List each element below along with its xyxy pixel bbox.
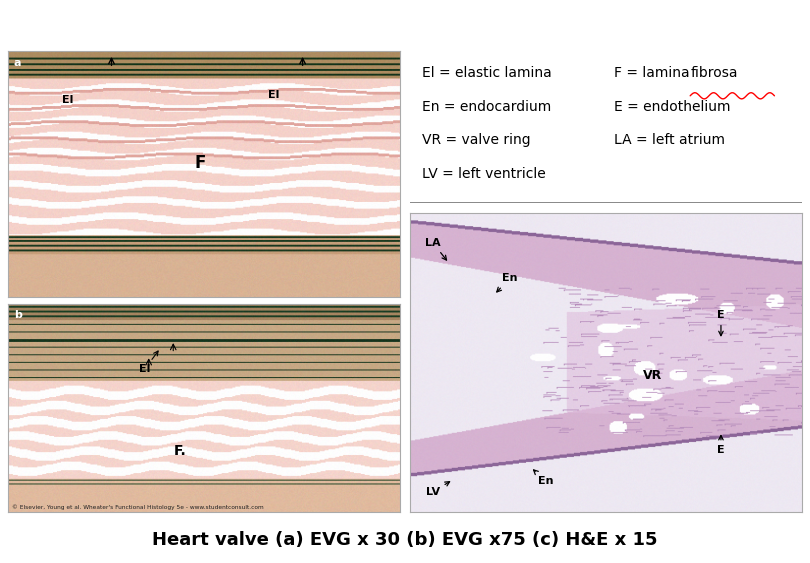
Text: © Elsevier, Young et al. Wheater's Functional Histology 5e - www.studentconsult.: © Elsevier, Young et al. Wheater's Funct… <box>12 504 264 510</box>
Text: F.: F. <box>173 444 186 458</box>
Text: El: El <box>267 91 279 100</box>
Text: b: b <box>14 310 22 320</box>
Text: F = lamina: F = lamina <box>614 66 693 81</box>
Text: En: En <box>534 470 553 486</box>
Text: a: a <box>14 58 22 68</box>
Text: E: E <box>717 435 725 455</box>
Text: El: El <box>62 95 73 105</box>
Text: fibrosa: fibrosa <box>690 66 738 81</box>
Text: F: F <box>194 154 206 172</box>
Text: LV: LV <box>426 482 450 497</box>
Text: LA: LA <box>425 238 446 260</box>
Text: En: En <box>497 274 518 292</box>
Text: En = endocardium: En = endocardium <box>422 100 551 114</box>
Text: LA = left atrium: LA = left atrium <box>614 133 725 147</box>
Text: Heart valve (a) EVG x 30 (b) EVG x75 (c) H&E x 15: Heart valve (a) EVG x 30 (b) EVG x75 (c)… <box>152 531 658 549</box>
Text: VR: VR <box>643 369 663 382</box>
Text: E: E <box>717 310 725 336</box>
Text: El: El <box>139 351 158 374</box>
Text: E = endothelium: E = endothelium <box>614 100 731 114</box>
Text: LV = left ventricle: LV = left ventricle <box>422 167 545 181</box>
Text: VR = valve ring: VR = valve ring <box>422 133 531 147</box>
Text: El = elastic lamina: El = elastic lamina <box>422 66 552 81</box>
